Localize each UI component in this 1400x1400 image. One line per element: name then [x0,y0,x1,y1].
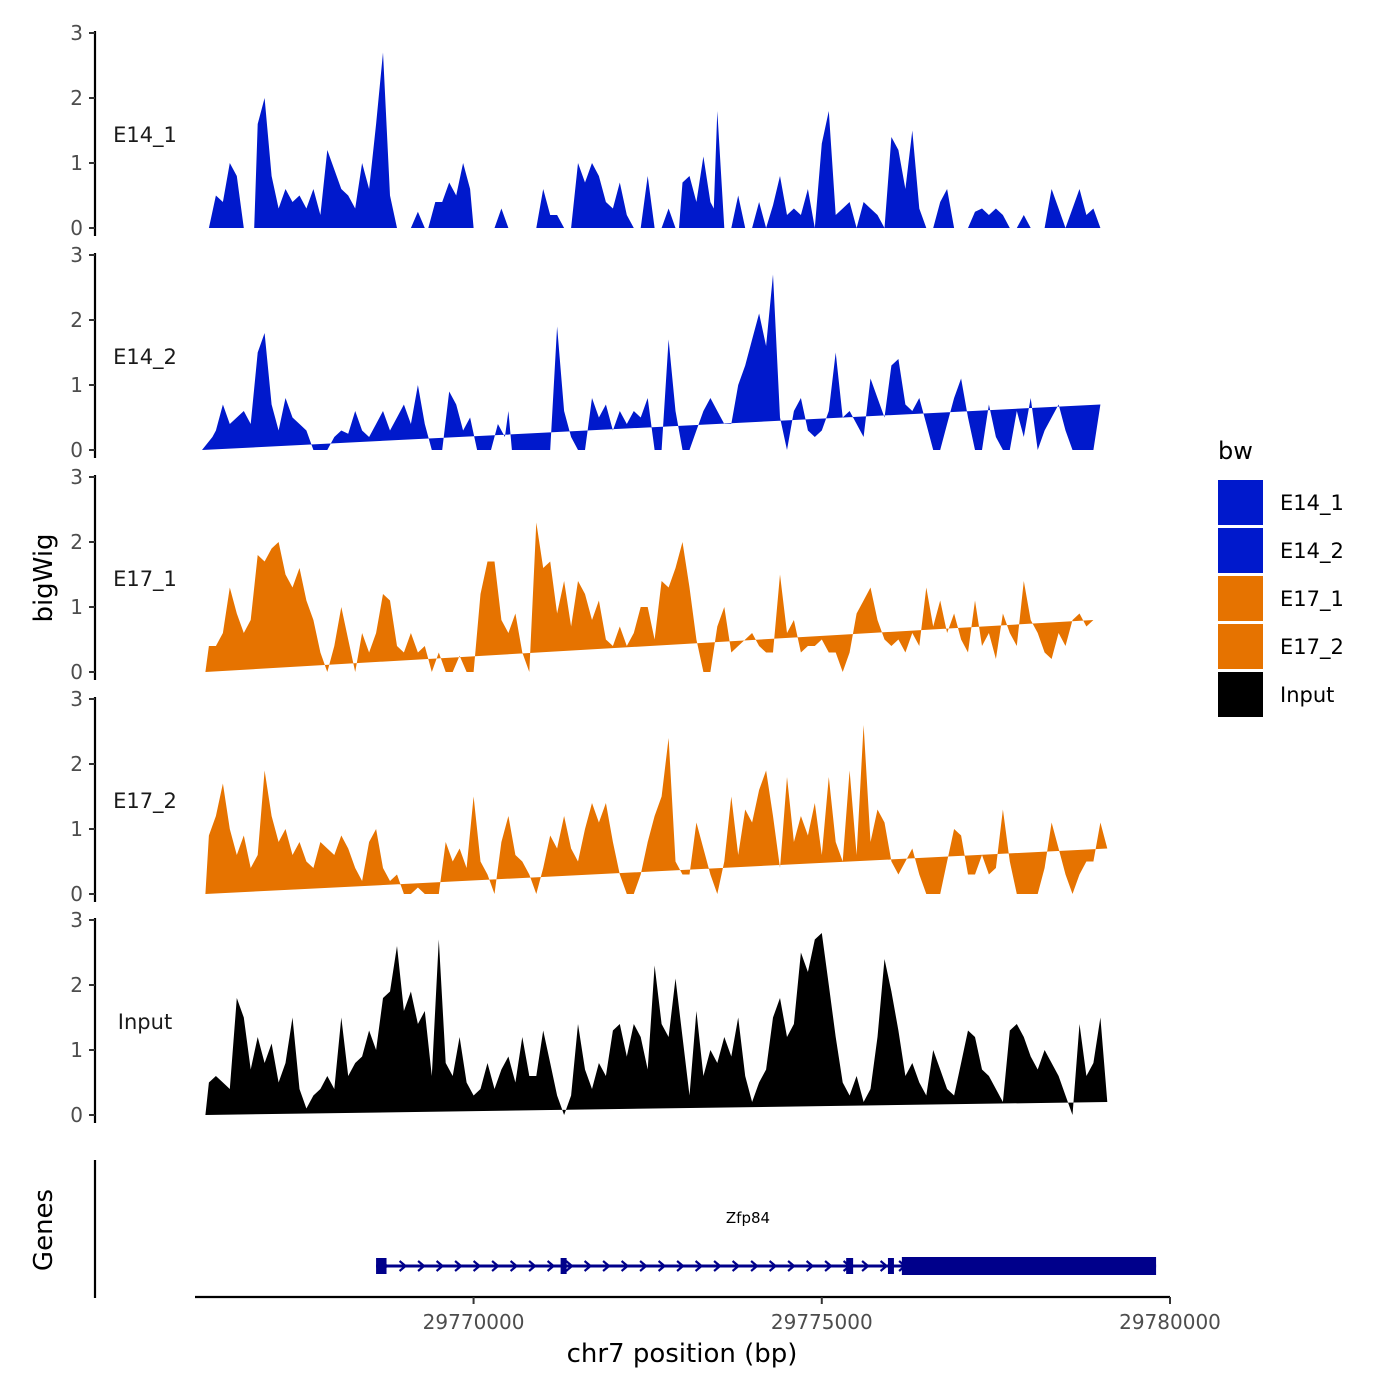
legend-label: E17_2 [1280,635,1344,660]
y-tick-label: 3 [70,908,83,932]
track-label: E17_2 [113,789,177,814]
track-e14-2: 0 1 2 3 E14_2 [70,243,1101,462]
x-tick-label: 29780000 [1119,1310,1221,1334]
gene-exon [846,1258,854,1274]
x-tick-label: 29770000 [423,1310,525,1334]
y-tick-label: 3 [70,687,83,711]
strand-arrow [657,1260,667,1272]
y-tick-label: 2 [70,86,83,110]
y-tick-label: 1 [70,373,83,397]
y-tick-label: 1 [70,1038,83,1062]
y-tick-label: 2 [70,530,83,554]
genes-panel-title: Genes [29,1189,59,1271]
track-label: E17_1 [113,567,177,592]
strand-arrow [731,1260,741,1272]
gene-name-label: Zfp84 [726,1209,770,1227]
legend-label: E17_1 [1280,587,1344,612]
strand-arrow [528,1260,537,1272]
track-e14-1: 0 1 2 3 E14_1 [70,21,1157,240]
strand-arrow [398,1260,408,1272]
track-label: E14_2 [113,345,177,370]
track-e17-2: 0 1 2 3 E17_2 [70,687,1108,906]
y-tick-label: 2 [70,308,83,332]
strand-arrow [620,1260,630,1272]
strand-arrow [861,1260,870,1272]
y-tick-label: 0 [70,438,83,462]
y-tick-label: 0 [70,660,83,684]
strand-arrow [694,1260,704,1272]
legend-label: E14_2 [1280,539,1344,564]
strand-arrow [805,1260,815,1272]
strand-arrow [750,1260,759,1272]
strand-arrow [602,1260,611,1272]
legend-label: Input [1280,683,1334,707]
gene-exon [376,1258,387,1274]
strand-arrow [879,1260,889,1272]
strand-arrow [417,1260,426,1272]
y-tick-label: 0 [70,882,83,906]
coverage-area-e17-2 [205,725,1108,894]
legend-key-e17-1 [1218,576,1263,621]
x-axis: 29770000 29775000 29780000 [195,1295,1221,1334]
y-tick-label: 2 [70,973,83,997]
track-label: Input [118,1010,172,1034]
strand-arrow [713,1260,722,1272]
strand-arrow [509,1260,519,1272]
y-tick-label: 1 [70,595,83,619]
strand-arrow [583,1260,593,1272]
coverage-area-e14-1 [208,52,1157,228]
gene-exon [901,1257,1157,1275]
legend-key-e17-2 [1218,624,1263,669]
y-tick-label: 0 [70,216,83,240]
legend-title: bw [1218,437,1253,465]
y-tick-label: 1 [70,151,83,175]
coverage-area-e17-1 [205,522,1094,672]
track-label: E14_1 [113,123,177,148]
strand-arrow [454,1260,463,1272]
y-tick-label: 1 [70,817,83,841]
gene-exon [887,1258,894,1274]
legend: bw E14_1 E14_2 E17_1 E17_2 Input [1218,437,1344,717]
strand-arrow [491,1260,500,1272]
legend-key-e14-1 [1218,480,1263,525]
gene-exon [560,1258,567,1274]
coverage-area-input [205,933,1108,1115]
gene-panel: Zfp84 [93,1160,1157,1298]
y-tick-label: 3 [70,21,83,45]
gene-zfp84: Zfp84 [376,1209,1157,1275]
strand-arrow [676,1260,685,1272]
coverage-tracks: 0 1 2 3 E14_1 0 1 2 3 E14_2 0 1 2 3 E17_1 0 1 2 3 E17_2 0 1 2 3… [70,21,1157,1127]
strand-arrow [768,1260,778,1272]
strand-arrow [787,1260,796,1272]
x-tick-label: 29775000 [771,1310,873,1334]
y-tick-label: 2 [70,752,83,776]
strand-arrow [639,1260,648,1272]
track-input: 0 1 2 3 Input [70,908,1108,1127]
y-axis-title: bigWig [29,533,59,622]
legend-key-input [1218,672,1263,717]
strand-arrow [472,1260,482,1272]
strand-arrow [546,1260,556,1272]
legend-label: E14_1 [1280,491,1344,516]
y-tick-label: 3 [70,465,83,489]
strand-arrow [824,1260,833,1272]
x-axis-title: chr7 position (bp) [567,1339,798,1369]
legend-key-e14-2 [1218,528,1263,573]
strand-arrow [565,1260,574,1272]
track-e17-1: 0 1 2 3 E17_1 [70,465,1094,684]
y-tick-label: 3 [70,243,83,267]
y-tick-label: 0 [70,1103,83,1127]
strand-arrow [435,1260,445,1272]
coverage-area-e14-2 [202,274,1101,450]
